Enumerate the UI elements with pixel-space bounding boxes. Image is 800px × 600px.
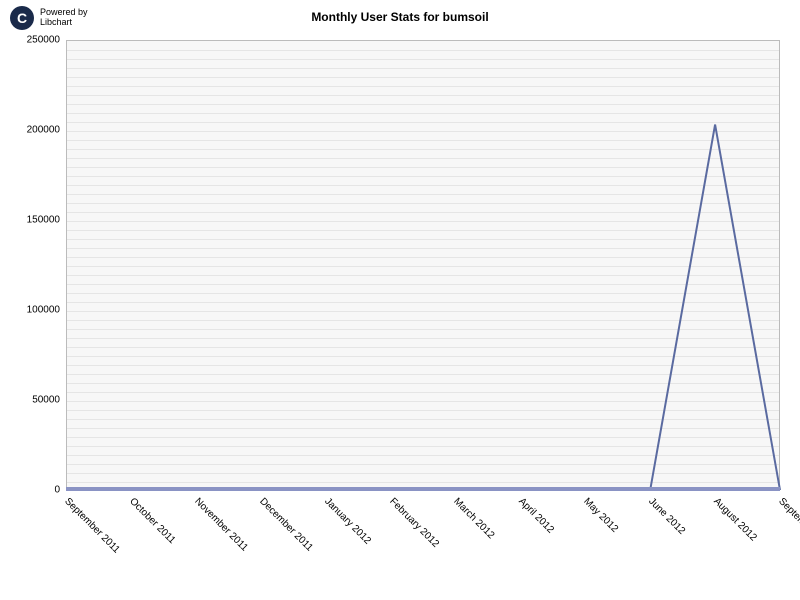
y-tick-label: 250000 [0,35,60,46]
y-tick-label: 0 [0,485,60,496]
y-tick-label: 50000 [0,395,60,406]
y-tick-label: 150000 [0,215,60,226]
y-tick-label: 200000 [0,125,60,136]
series-line [66,125,780,490]
y-tick-label: 100000 [0,305,60,316]
